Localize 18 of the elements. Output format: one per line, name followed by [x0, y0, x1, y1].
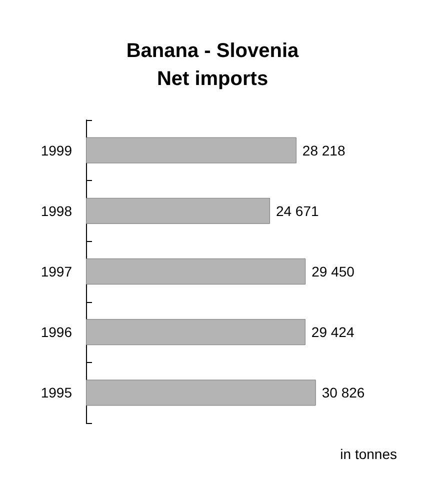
y-tick-label: 1996	[40, 324, 72, 340]
y-tick-label: 1995	[40, 384, 72, 401]
data-label: 29 450	[312, 264, 355, 280]
bar	[86, 137, 296, 164]
data-label: 28 218	[302, 142, 346, 158]
bar	[86, 380, 316, 406]
data-label: 29 424	[311, 324, 354, 340]
y-tick-label: 1997	[40, 264, 72, 280]
bar	[86, 258, 306, 284]
data-label: 30 826	[322, 384, 365, 401]
bar	[86, 319, 306, 346]
chart-subtitle: Net imports	[156, 68, 268, 90]
data-label: 24 671	[276, 202, 320, 219]
chart-title: Banana - Slovenia	[126, 40, 300, 62]
y-tick-label: 1999	[40, 142, 72, 158]
text: in tonnes	[340, 446, 398, 462]
bar	[86, 198, 270, 224]
y-tick-label: 1998	[40, 202, 72, 219]
